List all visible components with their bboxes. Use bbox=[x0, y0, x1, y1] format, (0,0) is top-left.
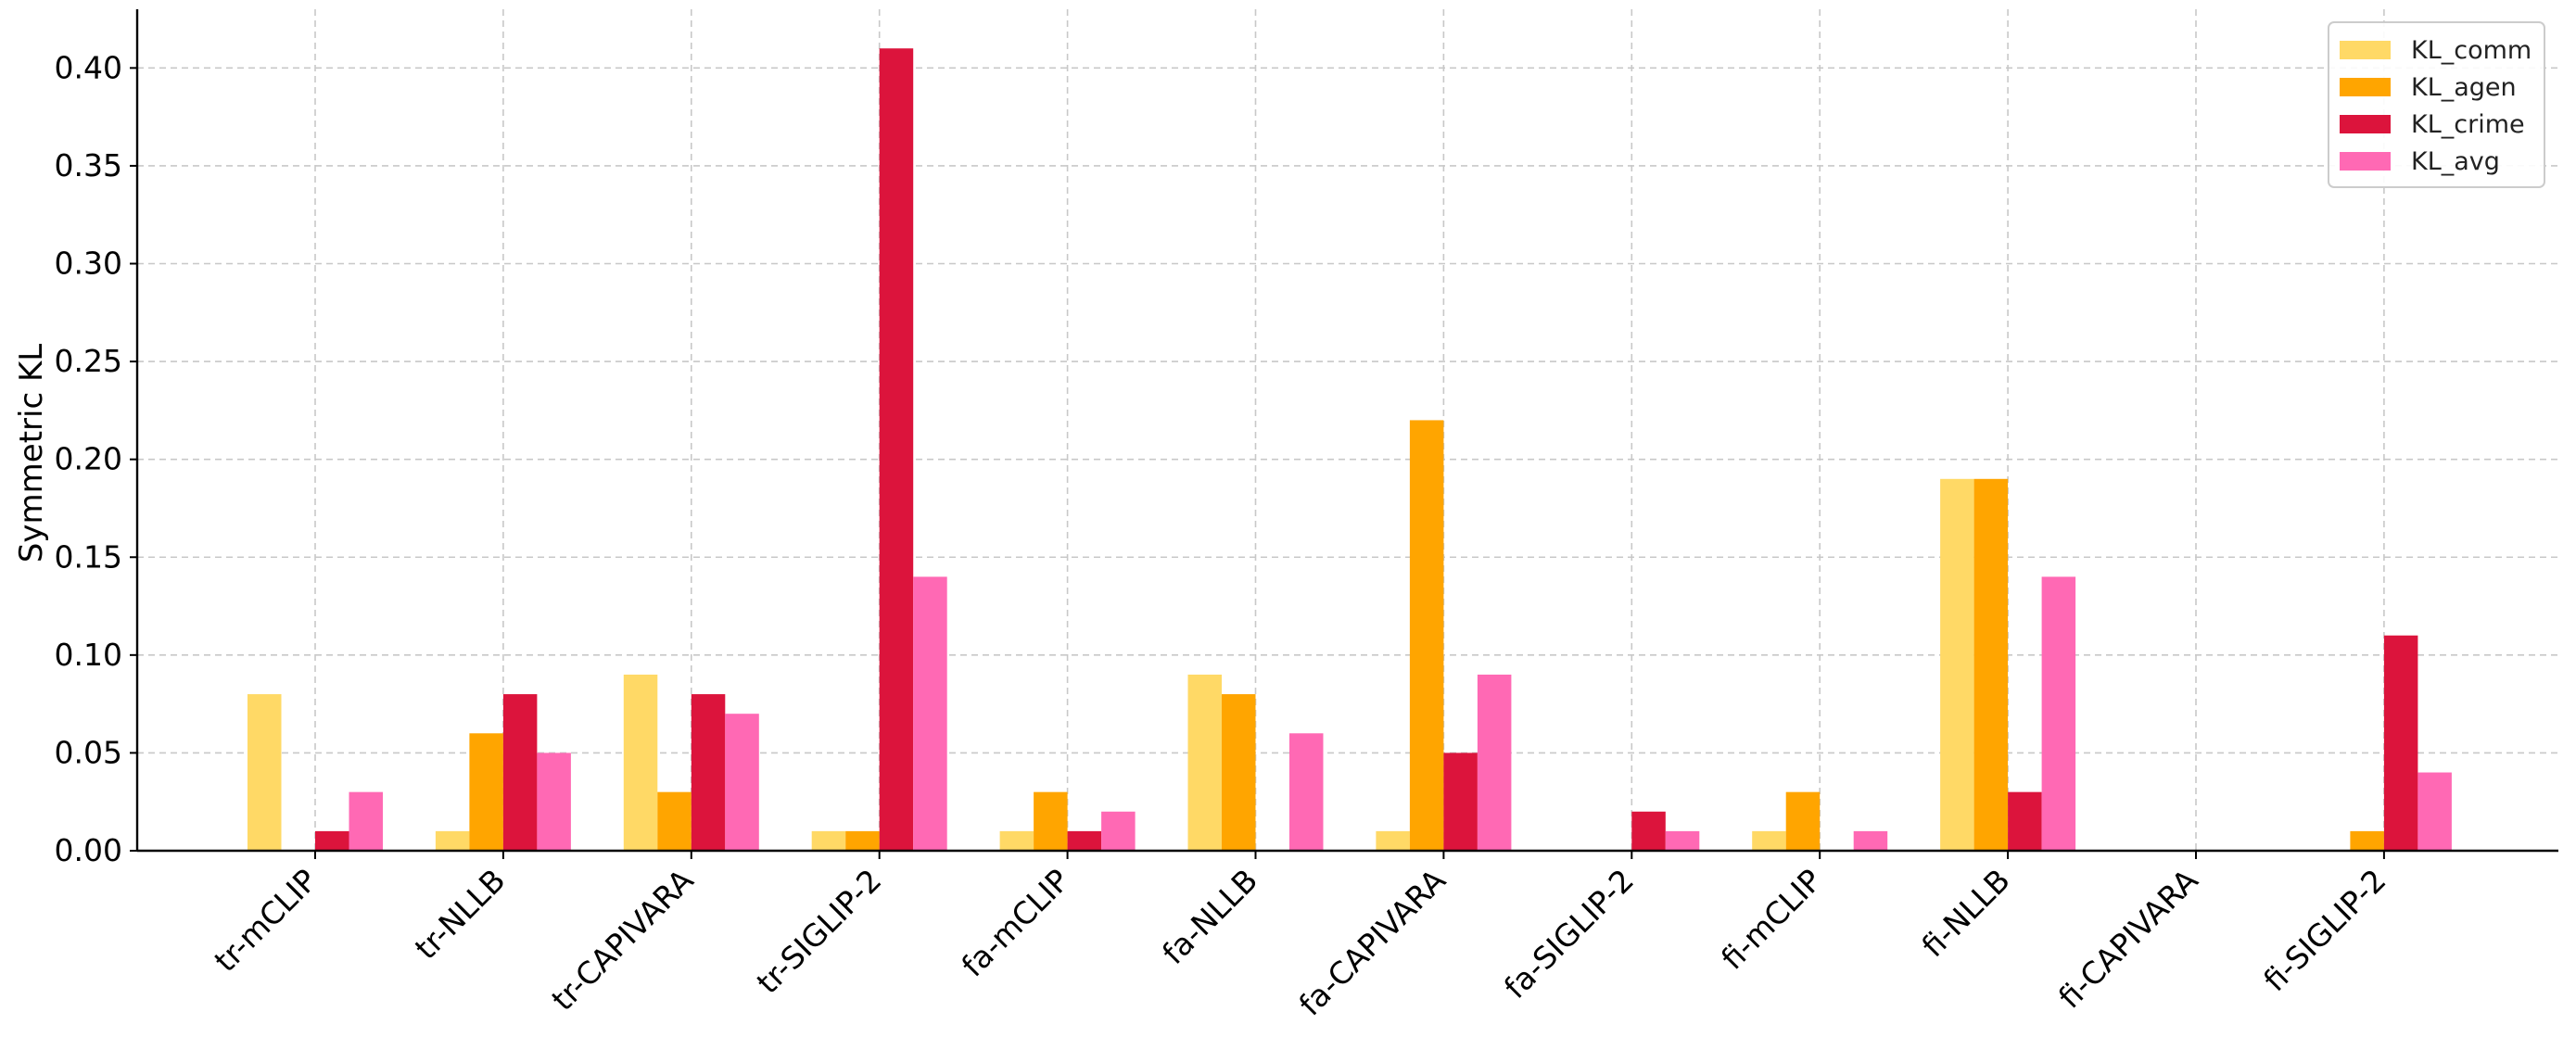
bar-KL_avg-tr-mCLIP bbox=[349, 791, 383, 851]
bar-KL_comm-tr-SIGLIP-2 bbox=[811, 830, 846, 851]
x-tick-label: fa-SIGLIP-2 bbox=[1497, 862, 1641, 1005]
x-tick-label: tr-CAPIVARA bbox=[544, 862, 700, 1018]
bar-KL_crime-fa-CAPIVARA bbox=[1443, 752, 1478, 851]
bar-KL_agen-fi-NLLB bbox=[1973, 478, 2009, 851]
y-tick-label: 0.35 bbox=[55, 147, 122, 183]
grid bbox=[137, 9, 2558, 851]
bars bbox=[247, 48, 2452, 852]
bar-KL_agen-fi-mCLIP bbox=[1785, 791, 1821, 851]
x-tick-label: fi-NLLB bbox=[1915, 862, 2017, 964]
legend-frame bbox=[2328, 21, 2545, 188]
axes bbox=[130, 9, 2558, 859]
bar-KL_avg-tr-CAPIVARA bbox=[725, 714, 759, 851]
bar-KL_comm-tr-CAPIVARA bbox=[623, 674, 658, 851]
bar-KL_comm-fa-CAPIVARA bbox=[1376, 830, 1410, 851]
x-tick-label: fi-CAPIVARA bbox=[2051, 862, 2205, 1016]
x-tick-label: fi-mCLIP bbox=[1714, 862, 1829, 977]
bar-KL_comm-fi-mCLIP bbox=[1752, 830, 1786, 851]
bar-KL_avg-tr-SIGLIP-2 bbox=[913, 576, 947, 851]
bar-KL_agen-tr-CAPIVARA bbox=[657, 791, 692, 851]
bar-KL_crime-fa-SIGLIP-2 bbox=[1631, 811, 1666, 851]
bar-KL_avg-fa-SIGLIP-2 bbox=[1665, 830, 1700, 851]
legend-swatch-KL_agen bbox=[2340, 78, 2391, 96]
y-tick-label: 0.25 bbox=[55, 343, 122, 379]
bar-KL_crime-tr-NLLB bbox=[502, 694, 538, 851]
y-tick-label: 0.10 bbox=[55, 637, 122, 673]
bar-KL_crime-fi-NLLB bbox=[2008, 791, 2042, 851]
legend-swatch-KL_crime bbox=[2340, 115, 2391, 133]
x-tick-labels: tr-mCLIP tr-NLLB tr-CAPIVARA tr-SIGLIP-2 fa-… bbox=[207, 862, 2392, 1023]
bar-KL_avg-fi-SIGLIP-2 bbox=[2417, 772, 2452, 851]
legend-label-KL_agen: KL_agen bbox=[2411, 73, 2517, 102]
bar-KL_comm-fi-NLLB bbox=[1940, 478, 1974, 851]
y-tick-label: 0.30 bbox=[55, 246, 122, 282]
bar-KL_comm-fa-mCLIP bbox=[999, 830, 1034, 851]
bar-KL_agen-tr-SIGLIP-2 bbox=[845, 830, 880, 851]
x-tick-label: tr-SIGLIP-2 bbox=[750, 862, 889, 1001]
y-tick-label: 0.20 bbox=[55, 441, 122, 477]
x-tick-label: tr-mCLIP bbox=[207, 862, 324, 979]
legend-label-KL_crime: KL_crime bbox=[2411, 110, 2525, 139]
y-tick-label: 0.40 bbox=[55, 49, 122, 85]
bar-KL_avg-fa-NLLB bbox=[1289, 733, 1324, 851]
bar-KL_comm-tr-mCLIP bbox=[247, 694, 282, 851]
bar-KL_agen-tr-NLLB bbox=[469, 733, 503, 851]
y-tick-labels: 0.00 0.05 0.10 0.15 0.20 0.25 0.30 0.35 0.40 bbox=[55, 49, 122, 868]
x-tick-label: fi-SIGLIP-2 bbox=[2256, 862, 2392, 998]
x-tick-label: fa-NLLB bbox=[1155, 862, 1264, 971]
bar-KL_comm-fa-NLLB bbox=[1187, 674, 1222, 851]
legend-label-KL_avg: KL_avg bbox=[2411, 147, 2500, 176]
bar-KL_crime-tr-CAPIVARA bbox=[691, 694, 726, 851]
bar-KL_crime-tr-mCLIP bbox=[315, 830, 349, 851]
bar-KL_comm-tr-NLLB bbox=[435, 830, 470, 851]
x-tick-label: tr-NLLB bbox=[408, 862, 513, 967]
legend-label-KL_comm: KL_comm bbox=[2411, 36, 2532, 65]
bar-KL_avg-fi-NLLB bbox=[2041, 576, 2076, 851]
y-tick-label: 0.15 bbox=[55, 538, 122, 575]
bar-KL_crime-fi-SIGLIP-2 bbox=[2383, 635, 2418, 851]
x-tick-label: fa-mCLIP bbox=[955, 862, 1076, 983]
bar-KL_avg-tr-NLLB bbox=[537, 752, 571, 851]
bar-KL_avg-fi-mCLIP bbox=[1853, 830, 1888, 851]
legend-swatch-KL_avg bbox=[2340, 152, 2391, 171]
y-tick-label: 0.00 bbox=[55, 832, 122, 868]
legend-swatch-KL_comm bbox=[2340, 41, 2391, 59]
bar-KL_crime-fa-mCLIP bbox=[1067, 830, 1102, 851]
y-tick-label: 0.05 bbox=[55, 734, 122, 770]
bar-KL_agen-fa-CAPIVARA bbox=[1409, 420, 1444, 851]
bar-KL_agen-fi-SIGLIP-2 bbox=[2350, 830, 2384, 851]
y-axis-label: Symmetric KL bbox=[13, 344, 50, 563]
bar-KL_agen-fa-mCLIP bbox=[1034, 791, 1068, 851]
bar-KL_agen-fa-NLLB bbox=[1222, 694, 1256, 851]
bar-KL_avg-fa-mCLIP bbox=[1101, 811, 1136, 851]
bar-KL_crime-tr-SIGLIP-2 bbox=[879, 48, 914, 852]
legend: KL_comm KL_agen KL_crime KL_avg bbox=[2328, 21, 2545, 188]
bar-KL_avg-fa-CAPIVARA bbox=[1477, 674, 1512, 851]
x-tick-label: fa-CAPIVARA bbox=[1292, 862, 1453, 1023]
